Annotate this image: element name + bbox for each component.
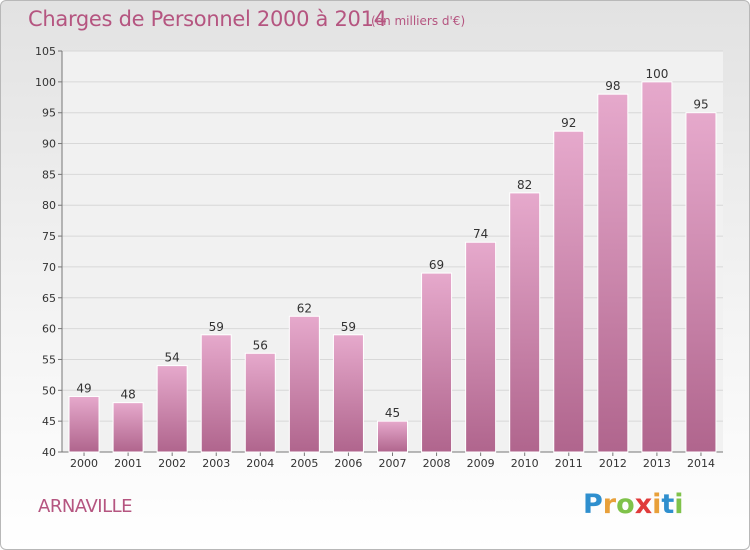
y-tick-label: 100 (35, 76, 56, 89)
bar-2000 (68, 395, 100, 453)
proxiti-logo[interactable]: Proxiti (583, 489, 684, 520)
x-tick-label: 2010 (511, 457, 539, 470)
x-tick-label: 2004 (246, 457, 274, 470)
bar-2008 (421, 272, 453, 453)
x-tick-label: 2002 (158, 457, 186, 470)
x-tick-label: 2011 (555, 457, 583, 470)
data-label: 59 (209, 320, 224, 334)
bar-2006 (332, 334, 364, 453)
x-tick-label: 2003 (202, 457, 230, 470)
data-label: 69 (429, 258, 444, 272)
bar-2014 (685, 112, 717, 453)
x-tick-label: 2001 (114, 457, 142, 470)
bars (68, 81, 717, 453)
x-tick-label: 2008 (423, 457, 451, 470)
data-label: 54 (165, 351, 180, 365)
bar-2001 (112, 402, 144, 453)
x-tick-label: 2013 (643, 457, 671, 470)
y-tick-label: 60 (42, 323, 56, 336)
data-label: 100 (645, 67, 668, 81)
x-tick-label: 2007 (379, 457, 407, 470)
data-label: 59 (341, 320, 356, 334)
bar-2013 (641, 81, 673, 453)
bar-2003 (200, 334, 232, 453)
data-label: 49 (76, 381, 91, 395)
data-label: 92 (561, 116, 576, 130)
y-tick-label: 85 (42, 168, 56, 181)
town-name: ARNAVILLE (38, 496, 133, 517)
y-tick-label: 105 (35, 45, 56, 58)
bar-2004 (244, 352, 276, 453)
data-label: 56 (253, 338, 268, 352)
y-tick-label: 40 (42, 446, 56, 459)
y-tick-label: 55 (42, 353, 56, 366)
data-label: 62 (297, 301, 312, 315)
logo-letter: P (583, 489, 603, 520)
logo-letter: r (602, 489, 617, 520)
y-tick-label: 90 (42, 138, 56, 151)
y-tick-label: 50 (42, 384, 56, 397)
bar-2009 (465, 241, 497, 453)
data-label: 82 (517, 178, 532, 192)
logo-letter: x (634, 489, 653, 520)
data-label: 98 (605, 79, 620, 93)
bar-2010 (509, 192, 541, 453)
data-labels: 49 48 54 59 56 62 59 45 69 74 82 92 98 100 95 (76, 67, 708, 420)
y-tick-label: 75 (42, 230, 56, 243)
x-tick-label: 2006 (334, 457, 362, 470)
chart-title: Charges de Personnel 2000 à 2014 (28, 7, 387, 31)
y-tick-label: 95 (42, 107, 56, 120)
x-tick-label: 2009 (467, 457, 495, 470)
x-tick-label: 2000 (70, 457, 98, 470)
bar-2002 (156, 365, 188, 453)
logo-letter: i (652, 489, 662, 520)
logo-letter: i (674, 489, 684, 520)
x-tick-label: 2005 (290, 457, 318, 470)
x-tick-label: 2014 (687, 457, 715, 470)
bar-2007 (377, 420, 408, 453)
y-tick-label: 45 (42, 415, 56, 428)
data-label: 45 (385, 406, 400, 420)
bar-2005 (288, 315, 320, 453)
y-tick-label: 70 (42, 261, 56, 274)
x-tick-label: 2012 (599, 457, 627, 470)
data-label: 95 (693, 98, 708, 112)
y-tick-label: 65 (42, 292, 56, 305)
y-tick-label: 80 (42, 199, 56, 212)
bar-2011 (553, 130, 585, 453)
bar-2012 (597, 93, 629, 453)
logo-letter: o (616, 489, 635, 520)
logo-letter: t (661, 489, 675, 520)
chart-subtitle: (en milliers d'€) (371, 14, 466, 28)
data-label: 74 (473, 227, 488, 241)
data-label: 48 (120, 388, 135, 402)
